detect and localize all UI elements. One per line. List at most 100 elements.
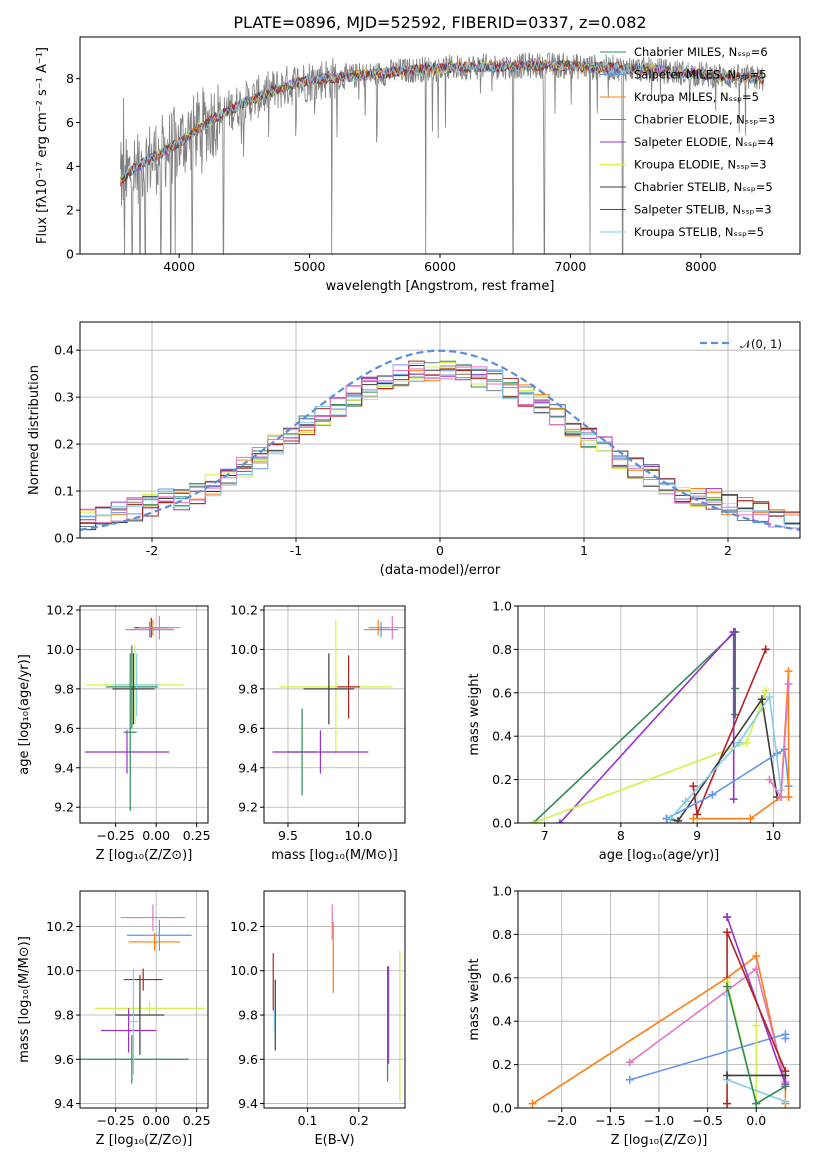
weight-marker	[555, 819, 564, 823]
y-tick-label: 0	[66, 247, 74, 262]
y-tick-label: 9.8	[238, 1008, 258, 1023]
x-axis-label: Z [log₁₀(Z/Z⊙)]	[96, 1133, 193, 1148]
y-tick-label: 0.8	[492, 927, 512, 942]
x-tick-label: −0.25	[96, 1113, 134, 1128]
y-tick-label: 10.2	[46, 602, 74, 617]
x-tick-label: 8000	[685, 259, 717, 274]
y-tick-label: 10.2	[230, 602, 258, 617]
x-tick-label: 0.0	[746, 1113, 766, 1128]
y-axis-label: mass weight	[467, 958, 482, 1040]
data-point	[272, 730, 369, 774]
weight-marker	[781, 1082, 790, 1091]
weight-marker	[625, 1058, 634, 1067]
weight-marker	[761, 645, 770, 654]
x-tick-label: 0.00	[142, 828, 170, 843]
data-point	[126, 919, 192, 951]
weight-line	[532, 630, 737, 823]
x-tick-label: 9	[693, 828, 701, 843]
weight-marker	[761, 686, 770, 695]
data-point	[120, 904, 186, 931]
y-tick-label: 10.2	[46, 919, 74, 934]
plot-area	[119, 52, 764, 254]
data-point	[364, 621, 398, 638]
plot-area	[528, 913, 790, 1108]
legend-entry: Chabrier MILES, Nₛₛₚ=6	[634, 45, 768, 59]
y-tick-label: 10.0	[46, 642, 74, 657]
x-tick-label: 0.25	[183, 828, 211, 843]
data-point	[123, 968, 163, 991]
y-tick-label: 9.4	[238, 760, 258, 775]
x-tick-label: 10.0	[345, 828, 373, 843]
plot-area	[80, 349, 800, 531]
residual-histogram	[80, 365, 800, 529]
y-tick-label: 2	[66, 203, 74, 218]
legend-entry: Kroupa STELIB, Nₛₛₚ=5	[634, 225, 764, 239]
weight-marker	[752, 1021, 761, 1030]
data-point	[84, 730, 170, 774]
frame: −0.25 0.00 0.25 9.2 9.4 9.6 9.8 10.0 10.2 Z [log₁…	[17, 602, 211, 863]
y-tick-label: 4	[66, 159, 74, 174]
y-tick-label: 0.1	[54, 484, 74, 499]
frame: 9.5 10.0 9.2 9.4 9.6 9.8 10.0 10.2 mass [log₁₀(M…	[230, 602, 406, 863]
weight-marker	[735, 738, 744, 747]
legend-entry: Kroupa ELODIE, Nₛₛₚ=3	[634, 158, 767, 172]
y-tick-label: 0.0	[492, 1101, 512, 1116]
weight-marker	[729, 628, 738, 637]
y-tick-label: 9.4	[238, 1096, 258, 1111]
x-tick-label: 9.5	[278, 828, 298, 843]
weight-marker	[731, 684, 740, 693]
x-tick-label: 0.00	[142, 1113, 170, 1128]
weight-marker	[781, 1071, 790, 1080]
y-tick-label: 9.8	[238, 681, 258, 696]
weight-marker	[784, 680, 793, 689]
weight-marker	[752, 952, 761, 961]
y-tick-label: 1.0	[492, 599, 512, 614]
data-point	[115, 975, 165, 1055]
axes-frame	[263, 890, 406, 1109]
data-point	[101, 1008, 157, 1053]
y-tick-label: 0.4	[54, 343, 74, 358]
x-axis-label: Z [log₁₀(Z/Z⊙)]	[96, 848, 193, 863]
frame: −2.0 −1.5 −1.0 −0.5 0.0 0.0 0.2 0.4 0.6 0.8 1.0 Z […	[467, 884, 801, 1148]
frame: −0.25 0.00 0.25 9.4 9.6 9.8 10.0 10.2 Z [log₁₀(Z…	[17, 890, 211, 1148]
legend-entry: Salpeter STELIB, Nₛₛₚ=3	[634, 203, 772, 217]
x-tick-label: 8	[617, 828, 625, 843]
y-tick-label: 9.6	[238, 1052, 258, 1067]
weight-marker	[529, 819, 538, 823]
weight-marker	[723, 982, 732, 991]
x-tick-label: −0.5	[692, 1113, 722, 1128]
y-tick-label: 9.6	[238, 721, 258, 736]
x-tick-label: 7	[541, 828, 549, 843]
axes-Z-vs-age: −0.25 0.00 0.25 9.2 9.4 9.6 9.8 10.0 10.2 Z [log₁…	[17, 602, 211, 863]
legend: Chabrier MILES, Nₛₛₚ=6 Salpeter MILES, Nₛ…	[600, 45, 775, 239]
axes-mass-vs-age: 9.5 10.0 9.2 9.4 9.6 9.8 10.0 10.2 mass [log₁₀(M…	[230, 602, 406, 863]
data-point	[337, 655, 360, 719]
weight-marker	[729, 795, 738, 804]
weight-marker	[693, 810, 702, 819]
y-tick-label: 0.2	[492, 1057, 512, 1072]
data-point	[138, 615, 181, 640]
x-tick-label: 0.1	[298, 1113, 318, 1128]
data-point	[112, 653, 155, 725]
data-point	[128, 968, 139, 1075]
x-tick-label: 10	[765, 828, 781, 843]
axes-age-weights: 7 8 9 10 0.0 0.2 0.4 0.6 0.8 1.0 age [log₁₀(age/yr…	[467, 599, 801, 863]
y-tick-label: 10.0	[46, 963, 74, 978]
y-tick-label: 0.0	[54, 531, 74, 546]
y-tick-label: 0.4	[492, 729, 512, 744]
weight-marker	[742, 738, 751, 747]
plot-area	[272, 904, 401, 1102]
y-tick-label: 8	[66, 71, 74, 86]
legend-entry: Salpeter ELODIE, Nₛₛₚ=4	[634, 135, 774, 149]
y-tick-label: 9.2	[238, 800, 258, 815]
x-tick-label: -1	[290, 543, 302, 558]
x-axis-label: (data-model)/error	[380, 563, 501, 578]
x-tick-label: -2	[146, 543, 158, 558]
data-point	[378, 615, 405, 640]
frame: -2 -1 0 1 2 0.0 0.1 0.2 0.3 0.4 (data-model)/error…	[27, 321, 801, 578]
axes-spectrum: 4000 5000 6000 7000 8000 0 2 4 6 8 wavelength [Ang…	[35, 36, 801, 294]
observed-spectrum	[120, 52, 764, 254]
y-tick-label: 0.6	[492, 970, 512, 985]
grid	[80, 606, 208, 823]
x-tick-label: 7000	[555, 259, 587, 274]
